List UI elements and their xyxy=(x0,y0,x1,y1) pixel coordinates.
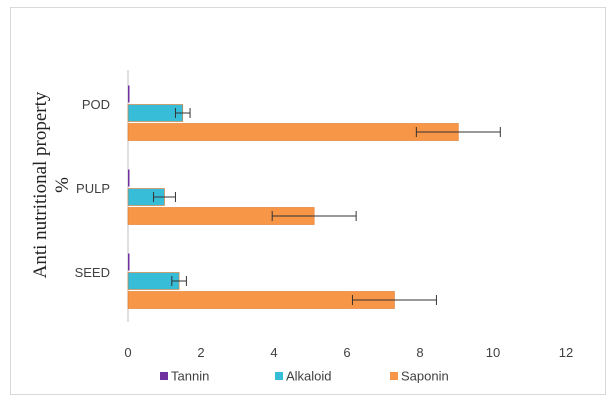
category-label-seed: SEED xyxy=(75,265,110,280)
y-axis-title-line2: % xyxy=(52,177,73,193)
legend-swatch-alkaloid xyxy=(275,372,283,380)
x-tick-label-6: 6 xyxy=(343,345,350,360)
bar-saponin-pod xyxy=(127,123,459,141)
legend-label-tannin: Tannin xyxy=(171,369,209,384)
x-tick-label-8: 8 xyxy=(416,345,423,360)
chart-frame xyxy=(10,7,606,395)
category-label-pulp: PULP xyxy=(76,181,110,196)
category-label-pod: POD xyxy=(82,97,110,112)
bar-tannin-seed xyxy=(128,253,130,271)
legend: Tannin Alkaloid Saponin xyxy=(160,369,449,384)
bars-layer xyxy=(127,85,459,309)
legend-label-saponin: Saponin xyxy=(401,369,449,384)
x-tick-label-12: 12 xyxy=(559,345,573,360)
x-tick-label-0: 0 xyxy=(124,345,131,360)
y-axis-title-line1: Anti nutritional property xyxy=(30,91,51,278)
y-axis-title: Anti nutritional property % xyxy=(30,91,73,278)
x-tick-labels: 0 2 4 6 8 10 12 xyxy=(124,345,573,360)
legend-swatch-tannin xyxy=(160,372,168,380)
category-labels: SEED PULP POD xyxy=(75,97,110,280)
bar-tannin-pulp xyxy=(128,169,130,187)
x-tick-label-4: 4 xyxy=(270,345,277,360)
legend-swatch-saponin xyxy=(390,372,398,380)
bar-tannin-pod xyxy=(128,85,130,103)
bar-alkaloid-pod xyxy=(127,104,184,122)
legend-label-alkaloid: Alkaloid xyxy=(286,369,332,384)
x-tick-label-10: 10 xyxy=(486,345,500,360)
x-tick-label-2: 2 xyxy=(197,345,204,360)
error-bars-layer xyxy=(153,108,501,305)
